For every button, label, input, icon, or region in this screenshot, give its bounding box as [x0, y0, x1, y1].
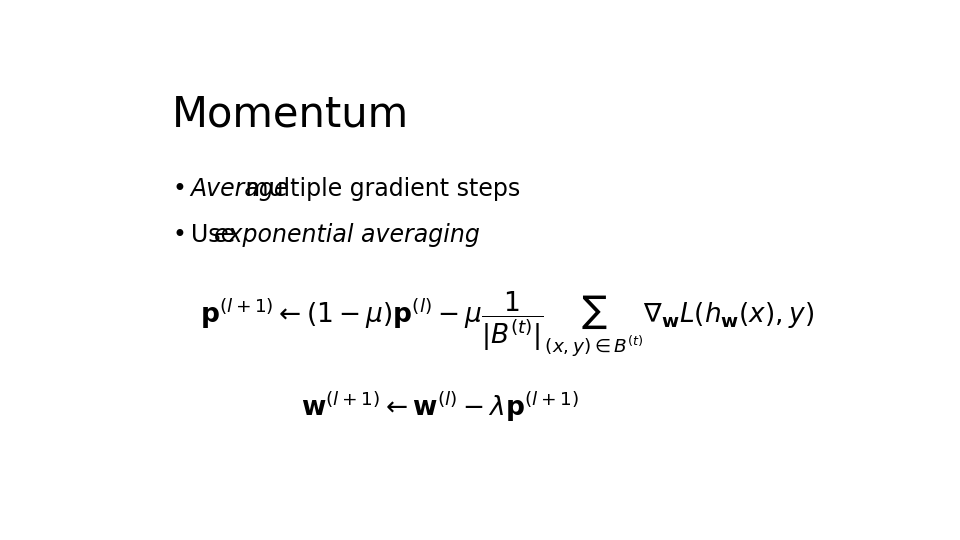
Text: exponential averaging: exponential averaging [214, 223, 480, 247]
Text: Use: Use [191, 223, 242, 247]
Text: •: • [172, 223, 186, 247]
Text: Momentum: Momentum [172, 94, 409, 136]
Text: multiple gradient steps: multiple gradient steps [237, 177, 519, 201]
Text: $\mathbf{w}^{(l+1)} \leftarrow \mathbf{w}^{(l)} - \lambda\mathbf{p}^{(l+1)}$: $\mathbf{w}^{(l+1)} \leftarrow \mathbf{w… [300, 389, 579, 423]
Text: $\mathbf{p}^{(l+1)} \leftarrow (1-\mu)\mathbf{p}^{(l)} - \mu\dfrac{1}{|B^{(t)}|}: $\mathbf{p}^{(l+1)} \leftarrow (1-\mu)\m… [200, 289, 814, 359]
Text: Average: Average [191, 177, 289, 201]
Text: •: • [172, 177, 186, 201]
